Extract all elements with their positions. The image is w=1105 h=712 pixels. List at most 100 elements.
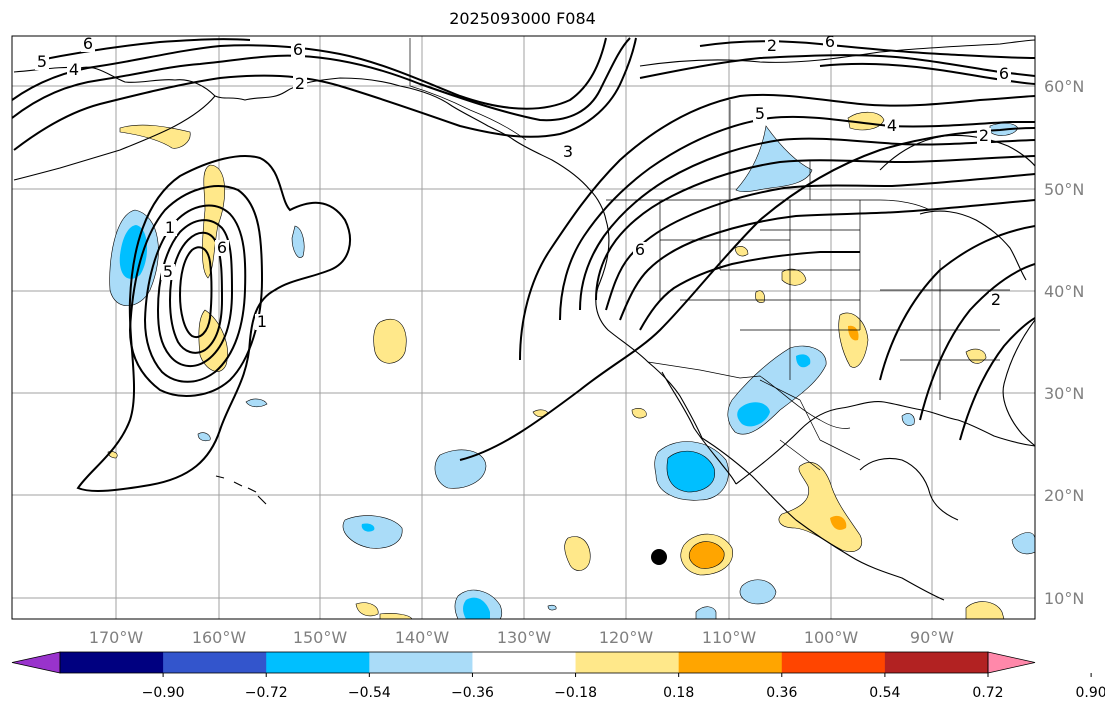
contour-label-bg [35,54,49,70]
shade-yellow-sm-b [631,408,647,419]
shade-blue-center [434,449,487,489]
shade-cyan-mex [737,402,770,427]
contour-label: 2 [979,126,989,145]
contour-east-1 [459,127,1035,461]
lat-label: 10°N [1044,589,1084,608]
lon-label: 100°W [804,628,859,647]
longitude-labels: 170°W 160°W 150°W 140°W 130°W 120°W 110°W 100°W… [89,628,954,647]
colorbar-bin [163,652,267,673]
contour-southeast-3 [959,317,1035,441]
colorbar-label: −0.18 [554,685,597,701]
contour-label: 6 [635,240,645,259]
colorbar-frame [59,651,989,674]
shade-blue-small-b [245,398,268,408]
colorbar-bin [266,652,370,673]
contour-label: 1 [257,312,267,331]
lat-label: 20°N [1044,486,1084,505]
contour-label-bg [161,264,175,280]
lon-label: 110°W [702,628,757,647]
shade-orange-center-core [688,541,725,569]
contour-east-5 [595,155,1035,301]
colorbar-label: 0.36 [766,685,797,701]
coast-alaska-peninsula [13,95,216,181]
contour-southeast-1 [879,225,1035,381]
contour-label-bg [561,144,575,160]
shade-blue-sm-f [547,604,557,611]
colorbar-label: −0.72 [245,685,288,701]
contour-label: 5 [37,52,47,71]
contour-west-5 [178,246,213,338]
shade-yellow-canada [847,111,885,131]
colorbar-bin [781,652,886,673]
lat-label: 40°N [1044,282,1084,301]
colorbar-bin [60,652,164,673]
lon-label: 90°W [910,628,954,647]
map-frame [11,35,1036,620]
contour-label: 6 [999,64,1009,83]
lat-label: 50°N [1044,180,1084,199]
border-us-canada [606,199,931,211]
contour-east-8 [639,251,860,331]
lon-label: 150°W [293,628,348,647]
colorbar-bin [678,652,783,673]
contour-label-bg [215,240,229,256]
contour-east-3 [559,115,1035,321]
shade-cyan-mex-b [796,354,811,368]
shade-blue-sm-d [739,579,777,605]
colorbar-label: −0.54 [348,685,391,701]
contour-label-bg [997,66,1011,82]
contour-label: 5 [755,104,765,123]
contour-label-bg [633,242,647,258]
contour-east-7 [619,199,1035,321]
coast-west-us [595,219,703,439]
contour-east-2 [519,93,1035,361]
contour-label: 4 [69,60,79,79]
coast-yucatan [859,457,959,521]
contour-southeast-2 [919,263,1035,421]
shade-cyan-bottom [463,597,490,619]
lat-label: 60°N [1044,77,1084,96]
coast-arctic [639,39,1035,67]
contour-label-bg [255,314,269,330]
contour-label-bg [291,42,305,58]
coast-baja [661,371,737,485]
coast-hudson [879,134,1035,171]
contour-label: 1 [165,218,175,237]
contour-label: 6 [825,32,835,51]
shade-yellow-alaska [119,124,191,149]
coast-great-lakes [919,210,1027,281]
coast-gulf [735,401,1035,485]
colorbar-bin [884,652,989,673]
shade-blue-small-c [197,432,211,442]
shade-blue-right [1011,532,1035,555]
contour-west-1 [128,185,264,397]
shade-yellow-us-a [734,246,749,257]
contour-label-bg [67,62,81,78]
contour-label-bg [765,38,779,54]
border-alaska-canada [409,38,527,141]
contour-east-6 [605,173,1035,311]
shade-yellow-bottom-b [379,613,413,619]
shade-yellow-bottom-a [355,602,379,617]
shade-blue-sw [342,515,403,549]
lon-label: 130°W [497,628,552,647]
contour-label: 3 [563,142,573,161]
contour-jet-1 [12,37,631,122]
shade-yellow-bottom-right [965,601,1005,619]
contour-label: 2 [991,290,1001,309]
coast-east-us [1002,319,1035,447]
colorbar-bin [369,652,473,673]
contour-top-right-2 [699,40,1035,59]
contour-label: 6 [83,34,93,53]
contour-label: 5 [163,262,173,281]
shade-yellow-mid [373,318,407,364]
lon-label: 170°W [89,628,144,647]
chart-title: 2025093000 F084 [449,9,596,28]
contour-label-bg [989,292,1003,308]
border-us-mexico [647,361,851,429]
contour-label-bg [81,36,95,52]
coast-alaska [13,66,607,221]
coast-hawaii [215,475,267,505]
contour-jet-3 [13,37,637,151]
